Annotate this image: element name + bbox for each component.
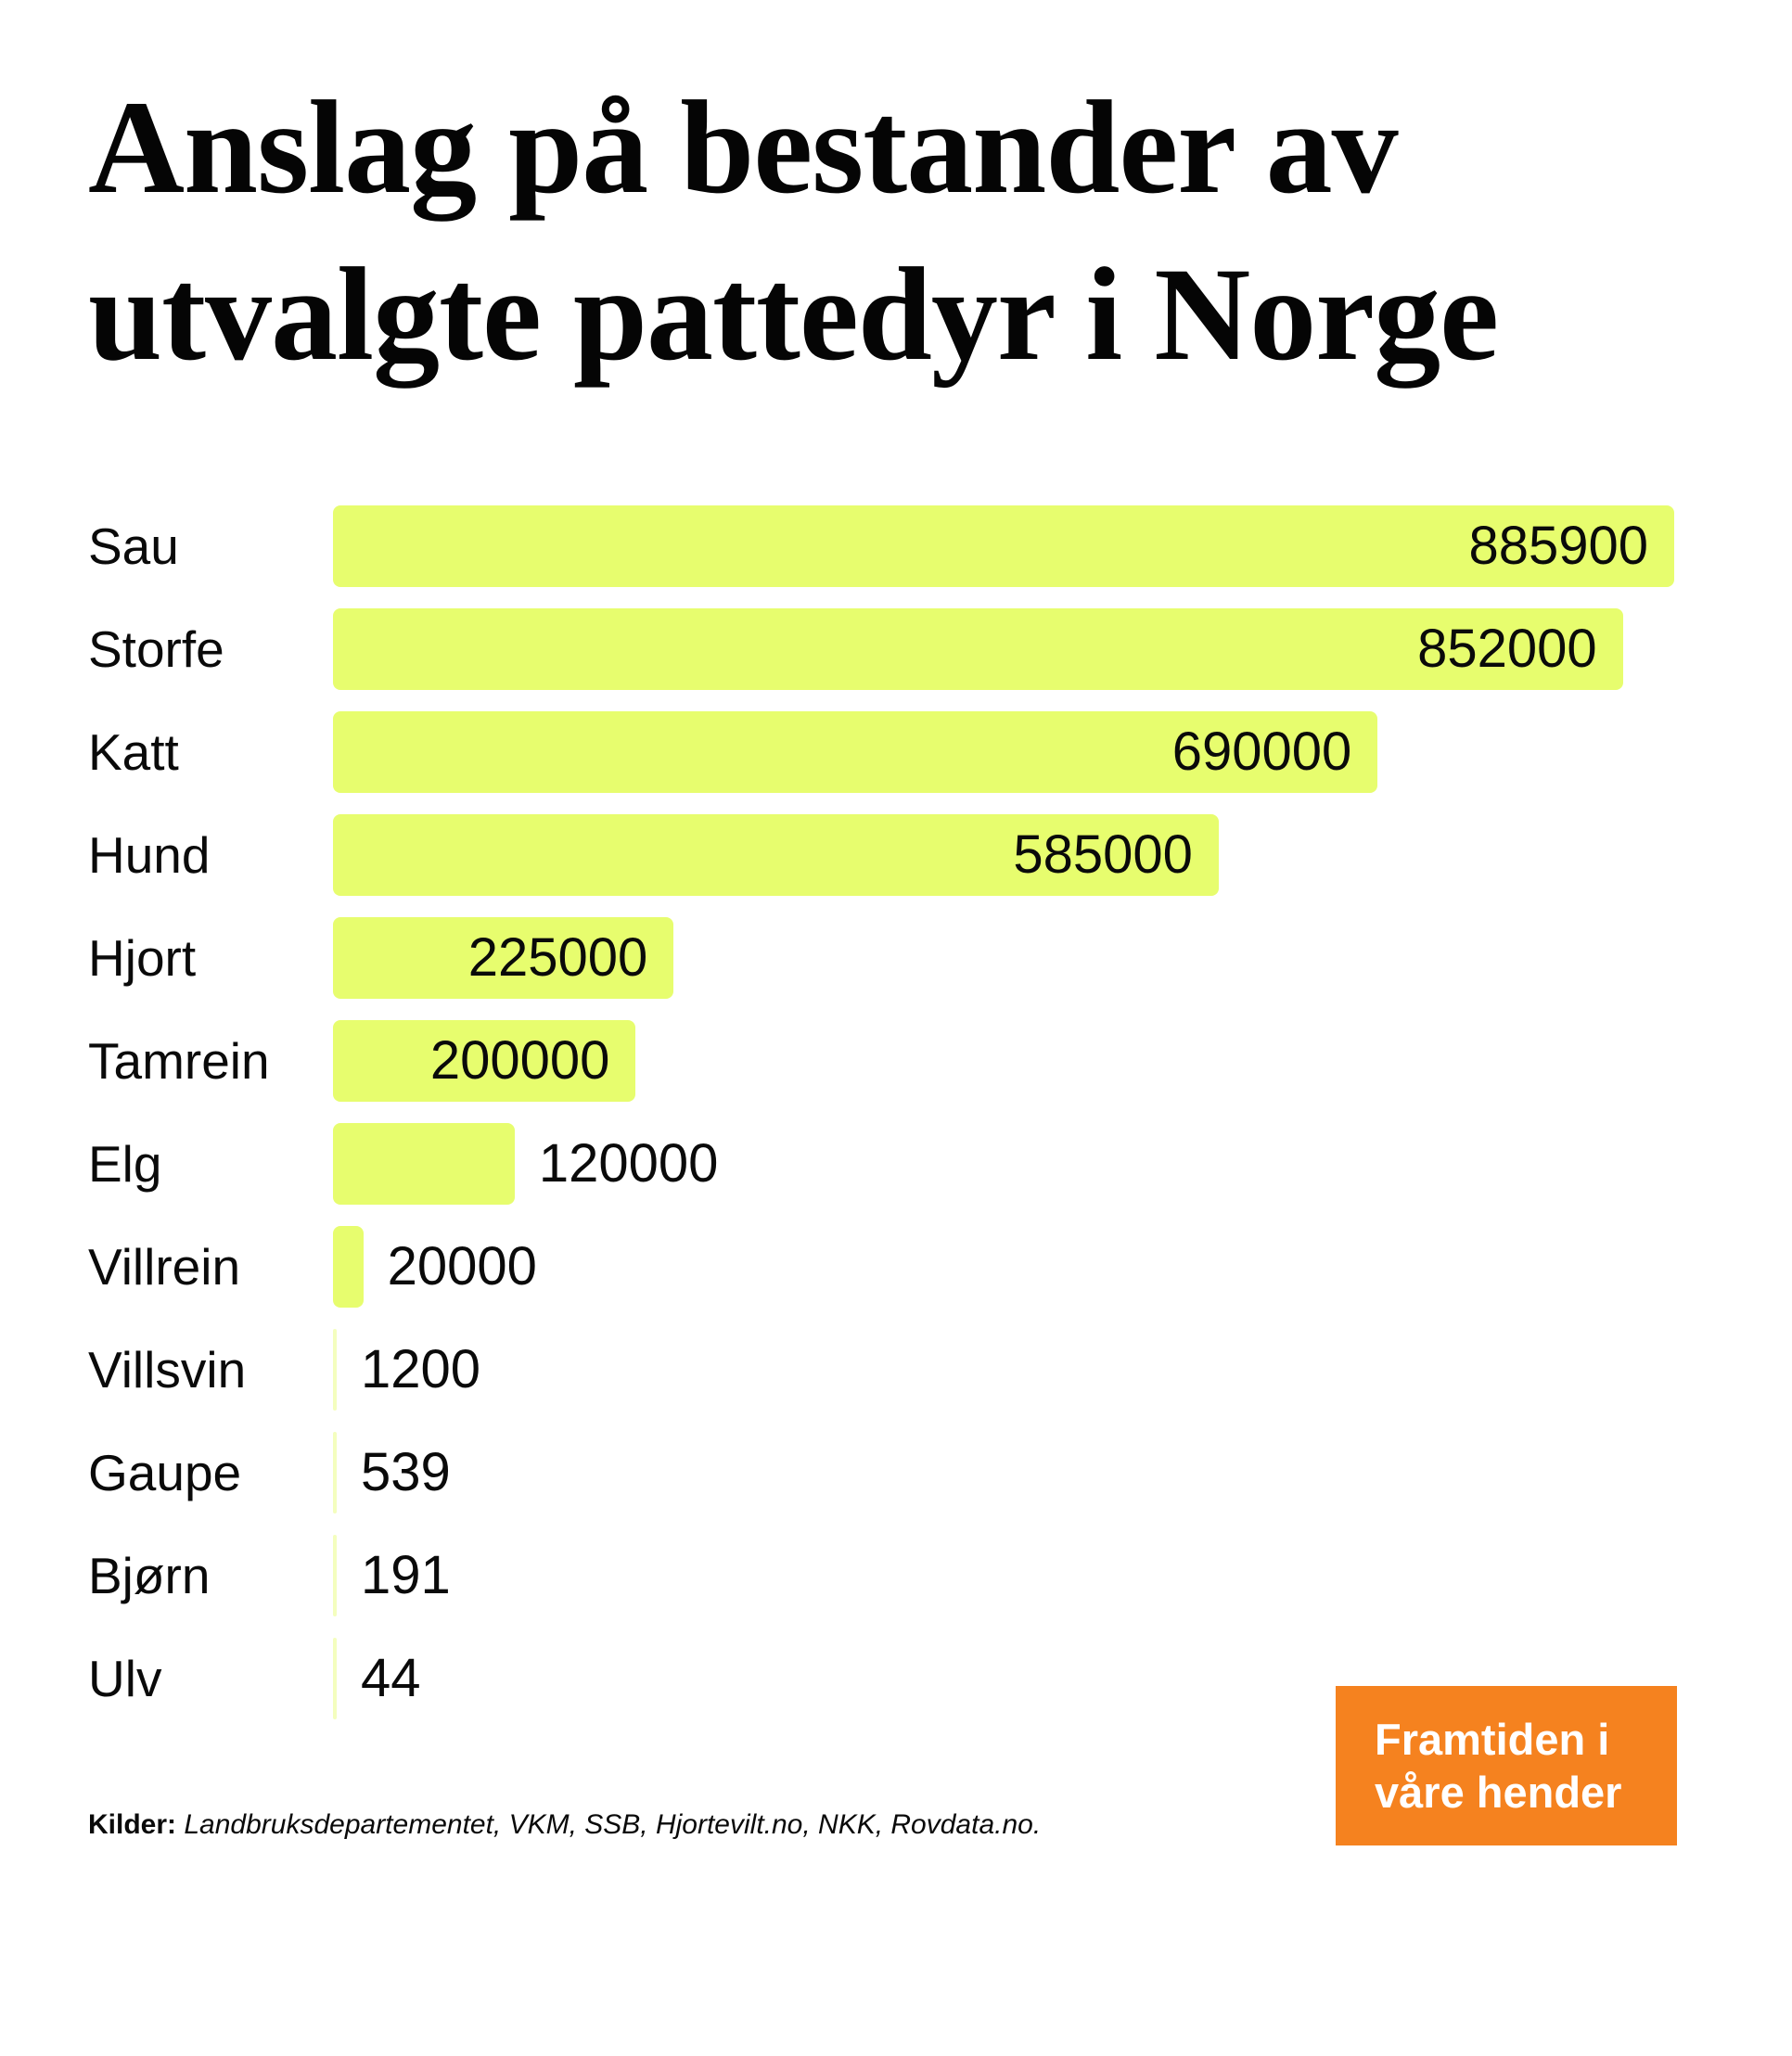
bar-track: 690000 [333,711,1674,793]
title-line-2: utvalgte pattedyr i Norge [88,241,1499,389]
value-label: 585000 [1013,824,1193,885]
page-title: Anslag på bestander av utvalgte pattedyr … [88,65,1499,399]
value-label: 120000 [538,1133,719,1194]
bar [333,1226,364,1308]
bar-track: 585000 [333,814,1674,896]
chart-row: Hund 585000 [88,814,1674,896]
category-label: Storfe [88,619,224,678]
bar: 885900 [333,505,1674,587]
chart-row: Elg 120000 [88,1123,1674,1205]
chart-row: Katt 690000 [88,711,1674,793]
bar-track: 200000 [333,1020,1674,1102]
bar: 852000 [333,608,1623,690]
badge-line-2: våre hender [1375,1768,1622,1817]
category-label: Tamrein [88,1031,270,1090]
bar-track: 44 [333,1638,1674,1719]
bar-track: 20000 [333,1226,1674,1308]
category-label: Hjort [88,928,197,987]
value-label: 20000 [387,1236,537,1296]
chart-row: Sau 885900 [88,505,1674,587]
bar-chart: Sau 885900 Storfe 852000 Katt 690000 Hund 58500… [88,505,1674,1741]
bar: 200000 [333,1020,636,1102]
bar [333,1638,337,1719]
chart-row: Villsvin 1200 [88,1329,1674,1411]
bar [333,1535,337,1616]
bar-track: 225000 [333,917,1674,999]
value-label: 885900 [1468,516,1648,576]
bar: 690000 [333,711,1378,793]
category-label: Bjørn [88,1546,211,1604]
value-label: 44 [361,1648,421,1708]
badge-line-1: Framtiden i [1375,1714,1610,1764]
bar [333,1329,337,1411]
chart-row: Villrein 20000 [88,1226,1674,1308]
bar-track: 1200 [333,1329,1674,1411]
chart-row: Bjørn 191 [88,1535,1674,1616]
value-label: 690000 [1171,722,1352,782]
brand-badge: Framtiden i våre hender [1336,1686,1677,1845]
title-line-1: Anslag på bestander av [88,74,1399,222]
category-label: Sau [88,517,179,575]
chart-row: Storfe 852000 [88,608,1674,690]
source-text: Landbruksdepartementet, VKM, SSB, Hjorte… [184,1809,1042,1840]
category-label: Elg [88,1134,162,1193]
chart-row: Ulv 44 [88,1638,1674,1719]
category-label: Hund [88,825,211,884]
category-label: Gaupe [88,1443,242,1501]
chart-row: Hjort 225000 [88,917,1674,999]
category-label: Katt [88,722,179,781]
source-note: Kilder: Landbruksdepartementet, VKM, SSB… [88,1807,1041,1843]
bar [333,1432,337,1513]
value-label: 539 [361,1442,451,1502]
chart-row: Gaupe 539 [88,1432,1674,1513]
category-label: Ulv [88,1649,162,1707]
category-label: Villrein [88,1237,241,1296]
bar-track: 885900 [333,505,1674,587]
bar-track: 191 [333,1535,1674,1616]
value-label: 225000 [467,927,648,988]
bar: 585000 [333,814,1219,896]
source-label: Kilder: [88,1809,177,1840]
value-label: 200000 [429,1030,610,1091]
bar-track: 539 [333,1432,1674,1513]
bar-track: 852000 [333,608,1674,690]
bar-track: 120000 [333,1123,1674,1205]
value-label: 1200 [361,1339,481,1399]
bar [333,1123,515,1205]
category-label: Villsvin [88,1340,247,1398]
value-label: 191 [361,1545,451,1605]
bar: 225000 [333,917,674,999]
chart-row: Tamrein 200000 [88,1020,1674,1102]
value-label: 852000 [1417,619,1597,679]
